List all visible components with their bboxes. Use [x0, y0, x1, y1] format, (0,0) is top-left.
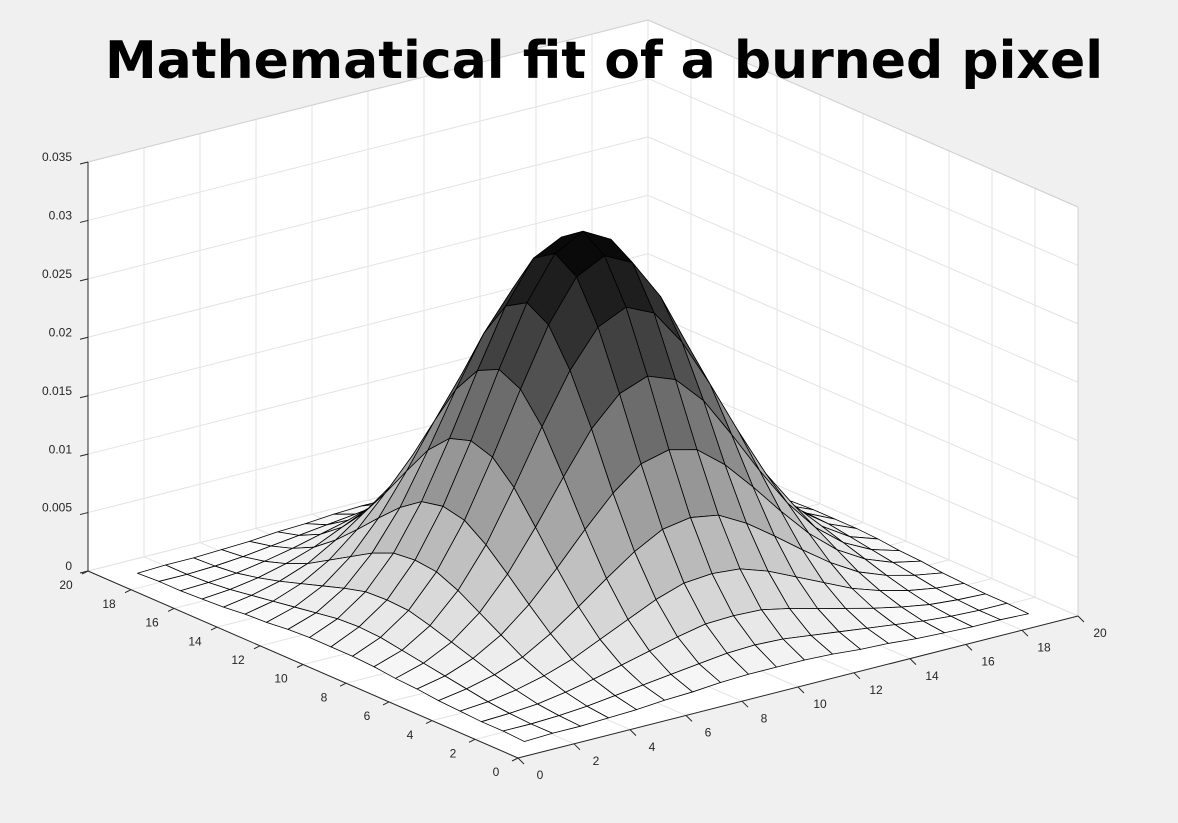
x-tick-label: 0	[537, 768, 544, 782]
y-tick	[339, 682, 347, 687]
y-tick	[468, 738, 476, 743]
x-tick	[853, 672, 861, 680]
z-tick-label: 0.035	[42, 150, 72, 164]
grid-line	[647, 77, 1079, 266]
x-tick-label: 14	[925, 669, 939, 683]
z-tick-label: 0.02	[49, 325, 73, 339]
x-tick-label: 10	[813, 697, 827, 711]
y-tick-label: 0	[493, 765, 500, 779]
z-tick-label: 0.01	[49, 442, 73, 456]
y-tick-label: 16	[145, 616, 159, 630]
z-tick	[79, 336, 89, 340]
y-tick-label: 12	[231, 653, 245, 667]
z-tick-label: 0	[65, 559, 72, 573]
y-tick-label: 8	[321, 690, 328, 704]
box-edge	[647, 19, 1079, 208]
y-tick-label: 4	[407, 728, 414, 742]
z-tick-label: 0.025	[42, 267, 72, 281]
z-tick	[79, 570, 89, 574]
z-tick-label: 0.005	[42, 501, 72, 515]
z-tick	[79, 278, 89, 282]
y-tick-label: 6	[364, 709, 371, 723]
x-tick	[685, 715, 693, 722]
x-tick-label: 18	[1037, 640, 1051, 654]
x-tick-label: 8	[761, 711, 768, 725]
y-tick	[253, 645, 261, 650]
x-tick	[629, 729, 637, 736]
axes: 0 2 4 6 8 10 12 14 16 18 20 0 2 4 6 8 10 12 14 16 18 20 0 0.005…	[42, 150, 1107, 782]
grid-line	[647, 194, 1079, 383]
x-tick	[573, 743, 581, 751]
z-tick	[79, 512, 89, 516]
z-tick	[79, 395, 89, 399]
surface	[137, 230, 1029, 742]
y-tick-label: 2	[450, 746, 457, 760]
x-tick	[797, 686, 805, 694]
grid-line	[647, 253, 1079, 442]
x-tick-label: 4	[649, 740, 656, 754]
y-tick-label: 14	[188, 634, 202, 648]
y-tick-label: 18	[102, 597, 116, 611]
z-tick-label: 0.015	[42, 384, 72, 398]
grid-line	[647, 136, 1079, 325]
y-tick	[124, 589, 132, 594]
x-tick	[1021, 629, 1029, 637]
z-tick	[79, 219, 89, 223]
z-tick	[79, 161, 89, 165]
z-tick-label: 0.03	[49, 209, 73, 223]
chart-title: Mathematical fit of a burned pixel	[105, 31, 1103, 91]
y-tick	[296, 664, 304, 668]
grid-line	[87, 136, 649, 280]
grid-line	[87, 77, 649, 221]
grid-line	[647, 311, 1079, 500]
x-tick	[909, 658, 917, 665]
x-tick	[965, 644, 973, 651]
y-tick	[382, 701, 390, 706]
x-tick	[517, 757, 525, 765]
surface-face	[502, 723, 553, 742]
y-tick-label: 10	[274, 672, 288, 686]
x-tick-label: 16	[981, 655, 995, 669]
y-tick	[167, 607, 175, 612]
y-tick	[210, 626, 218, 631]
x-tick-label: 6	[705, 726, 712, 740]
x-tick-label: 12	[869, 683, 883, 697]
x-tick	[741, 700, 749, 708]
x-tick	[1077, 615, 1085, 623]
x-tick-label: 20	[1093, 626, 1107, 640]
y-tick	[425, 720, 433, 725]
z-tick	[79, 453, 89, 457]
box-edge	[87, 19, 649, 163]
grid-line	[87, 194, 649, 338]
y-tick	[511, 757, 519, 762]
y-tick-label: 20	[59, 578, 73, 592]
x-tick-label: 2	[593, 754, 600, 768]
